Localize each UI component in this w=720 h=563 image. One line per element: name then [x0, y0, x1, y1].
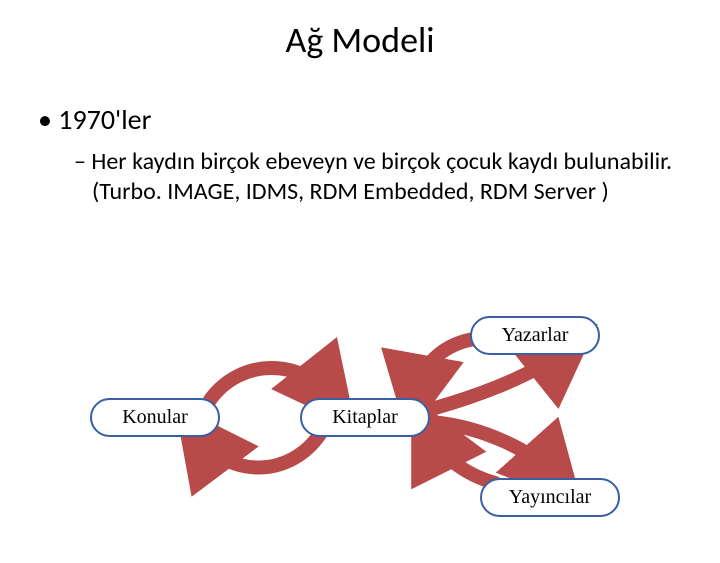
node-yayincilar: Yayıncılar [480, 478, 620, 517]
page-title: Ağ Modeli [0, 18, 720, 62]
edge-kitaplar-konular-bottom [200, 434, 320, 468]
network-diagram: Yazarlar Konular Kitaplar Yayıncılar [0, 288, 720, 558]
bullet-level1: 1970'ler [38, 102, 720, 137]
bullet-level2: Her kaydın birçok ebeveyn ve birçok çocu… [74, 147, 680, 207]
node-yazarlar: Yazarlar [470, 316, 600, 355]
node-konular: Konular [90, 398, 220, 437]
edge-kitaplar-yazarlar [435, 350, 565, 408]
edge-yazarlar-kitaplar [415, 338, 480, 396]
node-kitaplar: Kitaplar [300, 398, 430, 437]
edge-konular-kitaplar-top [210, 368, 330, 400]
